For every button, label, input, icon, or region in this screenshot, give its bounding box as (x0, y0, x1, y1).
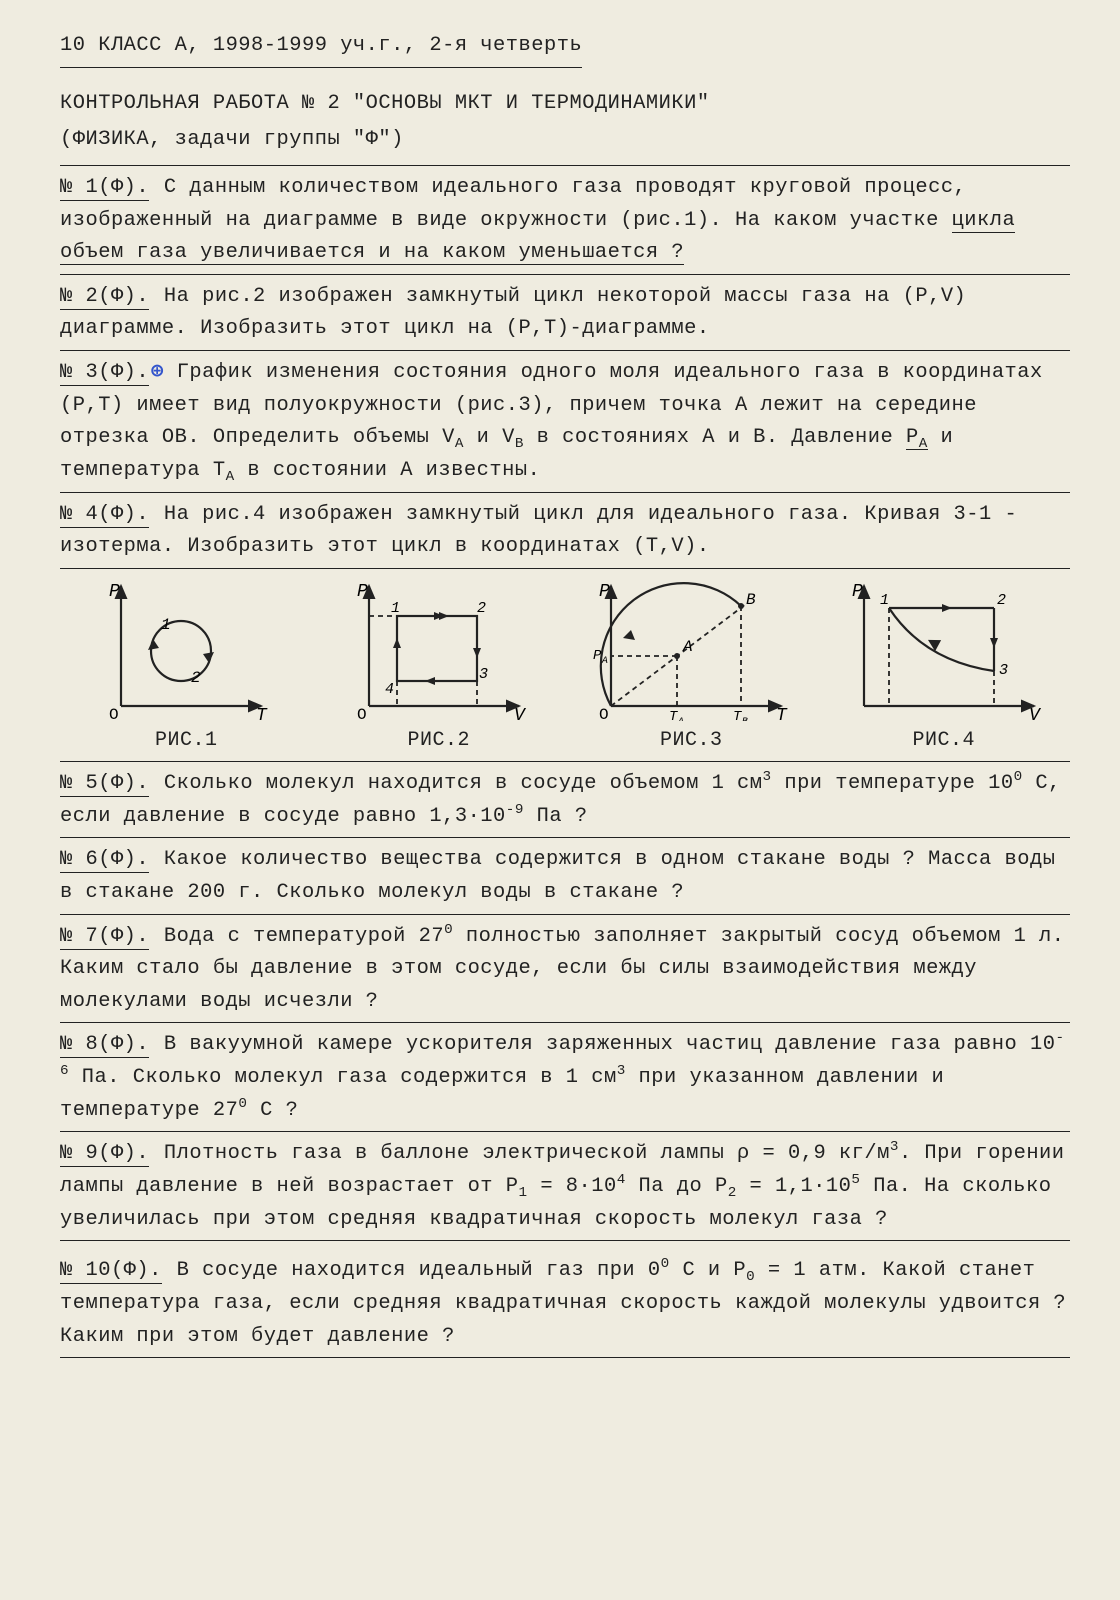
separator (60, 274, 1070, 275)
problem-number: № 2(Ф). (60, 285, 149, 310)
svg-text:V: V (1029, 706, 1042, 721)
header-text: 10 КЛАСС А, 1998-1999 уч.г., 2-я четверт… (60, 30, 582, 68)
svg-text:O: O (357, 706, 367, 721)
separator (60, 350, 1070, 351)
diagram-1: P T O 1 2 (101, 576, 271, 721)
problem-9: № 9(Ф). Плотность газа в баллоне электри… (60, 1138, 1070, 1236)
problem-text: Плотность газа в баллоне электрической л… (60, 1142, 1065, 1230)
svg-text:O: O (109, 706, 119, 721)
problem-text: На рис.2 изображен замкнутый цикл некото… (60, 285, 966, 341)
figure-2: P V O 1 2 3 4 РИС.2 (313, 576, 566, 757)
svg-text:P: P (852, 582, 863, 602)
separator (60, 1357, 1070, 1358)
problem-5: № 5(Ф). Сколько молекул находится в сосу… (60, 768, 1070, 833)
separator (60, 761, 1070, 762)
annotation-mark: ⊕ (151, 361, 164, 384)
separator (60, 492, 1070, 493)
problem-number: № 7(Ф). (60, 925, 149, 950)
problem-3: № 3(Ф).⊕ График изменения состояния одно… (60, 357, 1070, 488)
problem-8: № 8(Ф). В вакуумной камере ускорителя за… (60, 1029, 1070, 1127)
svg-text:P: P (109, 582, 120, 602)
svg-text:P: P (599, 582, 610, 602)
separator (60, 1131, 1070, 1132)
svg-text:TA: TA (669, 709, 684, 721)
diagram-4: P V 1 2 3 (844, 576, 1044, 721)
figure-label: РИС.2 (313, 725, 566, 757)
problem-number: № 5(Ф). (60, 772, 149, 797)
problem-2: № 2(Ф). На рис.2 изображен замкнутый цик… (60, 281, 1070, 346)
problem-text: В вакуумной камере ускорителя заряженных… (60, 1033, 1065, 1121)
svg-text:2: 2 (477, 600, 487, 617)
problem-number: № 4(Ф). (60, 503, 149, 528)
figure-label: РИС.4 (818, 725, 1071, 757)
separator (60, 568, 1070, 569)
svg-text:A: A (682, 638, 693, 656)
problem-text: На рис.4 изображен замкнутый цикл для ид… (60, 503, 1017, 559)
problem-number: № 3(Ф). (60, 361, 149, 386)
svg-text:1: 1 (161, 616, 171, 634)
problem-text: С данным количеством идеального газа про… (60, 176, 1015, 265)
svg-text:V: V (514, 706, 527, 721)
svg-text:P: P (357, 582, 368, 602)
svg-text:1: 1 (880, 592, 890, 609)
figure-4: P V 1 2 3 РИС.4 (818, 576, 1071, 757)
worksheet-page: 10 КЛАСС А, 1998-1999 уч.г., 2-я четверт… (0, 0, 1120, 1600)
problem-number: № 9(Ф). (60, 1142, 149, 1167)
problem-number: № 8(Ф). (60, 1033, 149, 1058)
svg-text:T: T (776, 706, 788, 721)
problem-6: № 6(Ф). Какое количество вещества содерж… (60, 844, 1070, 909)
problem-text: В сосуде находится идеальный газ при 00 … (60, 1259, 1066, 1347)
svg-text:3: 3 (999, 662, 1009, 679)
problem-1: № 1(Ф). С данным количеством идеального … (60, 172, 1070, 270)
diagram-3: P T O B A PA TA TB (591, 576, 791, 721)
svg-text:3: 3 (479, 666, 489, 683)
figure-3: P T O B A PA TA TB РИС.3 (565, 576, 818, 757)
title: КОНТРОЛЬНАЯ РАБОТА № 2 "ОСНОВЫ МКТ И ТЕР… (60, 88, 1070, 121)
separator (60, 914, 1070, 915)
svg-text:2: 2 (191, 669, 201, 687)
svg-text:T: T (256, 706, 268, 721)
svg-text:4: 4 (385, 681, 395, 698)
separator (60, 165, 1070, 166)
svg-text:TB: TB (733, 709, 748, 721)
svg-text:1: 1 (391, 600, 401, 617)
problem-text: Какое количество вещества содержится в о… (60, 848, 1055, 904)
problem-text: График изменения состояния одного моля и… (60, 361, 1043, 482)
svg-text:2: 2 (997, 592, 1007, 609)
problem-10: № 10(Ф). В сосуде находится идеальный га… (60, 1255, 1070, 1353)
header: 10 КЛАСС А, 1998-1999 уч.г., 2-я четверт… (60, 30, 1070, 76)
problem-number: № 10(Ф). (60, 1259, 162, 1284)
separator (60, 1022, 1070, 1023)
problem-4: № 4(Ф). На рис.4 изображен замкнутый цик… (60, 499, 1070, 564)
separator (60, 837, 1070, 838)
figure-1: P T O 1 2 РИС.1 (60, 576, 313, 757)
figure-label: РИС.1 (60, 725, 313, 757)
problem-text: Сколько молекул находится в сосуде объем… (60, 772, 1061, 828)
subtitle: (ФИЗИКА, задачи группы "Ф") (60, 124, 1070, 157)
svg-text:B: B (746, 591, 756, 609)
figure-label: РИС.3 (565, 725, 818, 757)
problem-number: № 1(Ф). (60, 176, 149, 201)
problem-text: Вода с температурой 270 полностью заполн… (60, 925, 1065, 1013)
svg-text:O: O (599, 706, 609, 721)
problem-number: № 6(Ф). (60, 848, 149, 873)
separator (60, 1240, 1070, 1241)
diagram-2: P V O 1 2 3 4 (349, 576, 529, 721)
problem-7: № 7(Ф). Вода с температурой 270 полность… (60, 921, 1070, 1019)
figures-row: P T O 1 2 РИС.1 P V O (60, 577, 1070, 757)
